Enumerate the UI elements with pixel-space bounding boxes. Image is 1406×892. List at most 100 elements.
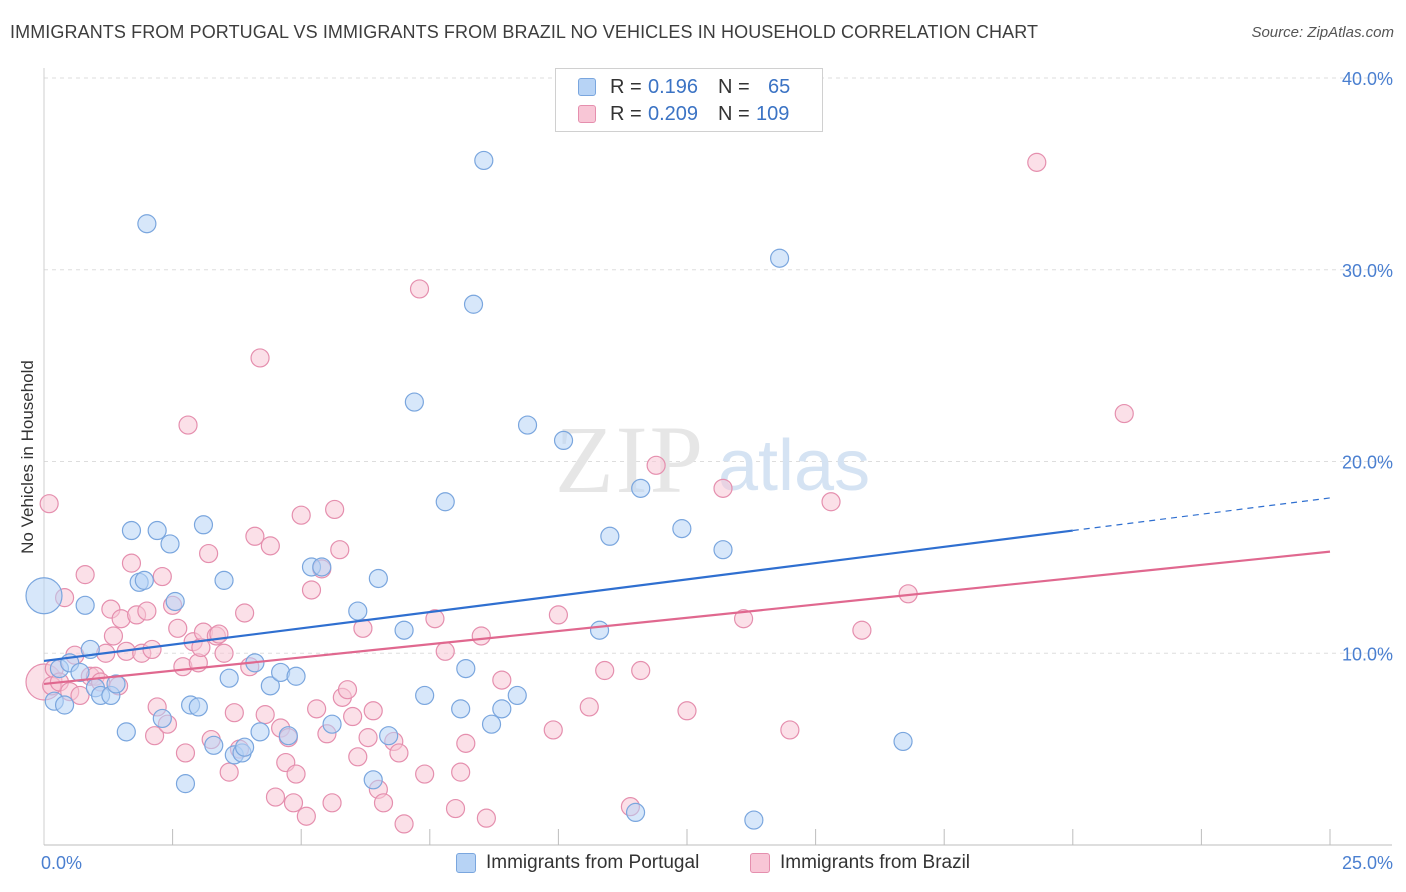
brazil-point: [548, 605, 569, 625]
portugal-point: [481, 714, 502, 734]
brazil-point: [394, 814, 414, 834]
portugal-point: [75, 595, 95, 615]
portugal-point: [214, 570, 234, 590]
portugal-point: [474, 150, 494, 171]
brazil-point: [435, 641, 455, 661]
brazil-point: [322, 793, 342, 813]
portugal-point: [404, 392, 424, 412]
portugal-n-value: 65: [768, 75, 791, 98]
portugal-point: [672, 519, 692, 539]
portugal-r-value: 0.196: [648, 75, 699, 98]
portugal-point: [744, 810, 764, 830]
portugal-point: [250, 722, 270, 742]
portugal-point: [116, 722, 136, 742]
portugal-point: [553, 430, 574, 451]
brazil-point: [178, 415, 198, 435]
portugal-point: [286, 666, 306, 686]
brazil-point: [409, 279, 430, 299]
portugal-point: [492, 699, 512, 719]
portugal-point: [456, 658, 476, 679]
brazil-point: [713, 478, 733, 498]
axis-layer: [43, 68, 1392, 846]
portugal-point: [415, 685, 435, 706]
portugal-point: [121, 520, 142, 541]
brazil-point: [250, 348, 270, 368]
portugal-point: [54, 695, 75, 715]
brazil-point: [168, 618, 188, 638]
portugal-point: [147, 520, 167, 541]
portugal-point: [278, 726, 298, 746]
brazil-point: [307, 699, 327, 719]
brazil-point: [137, 601, 157, 621]
brazil-point: [224, 703, 244, 723]
brazil-r-value: 0.209: [648, 102, 699, 125]
legend-row-brazil: R = 0.209 N = 109: [578, 101, 789, 127]
y-tick-label: 10.0%: [1342, 644, 1393, 664]
portugal-point: [204, 735, 224, 755]
portugal-point: [219, 668, 239, 688]
trend-layer: [43, 497, 1331, 686]
brazil-point: [301, 580, 322, 600]
brazil-n-value: 109: [756, 102, 790, 125]
portugal-points: [25, 150, 913, 830]
portugal-legend-swatch: [456, 853, 476, 873]
portugal-point: [260, 676, 280, 696]
brazil-point: [595, 660, 615, 681]
portugal-point: [893, 731, 913, 752]
x-tick-label-max: 25.0%: [1342, 853, 1393, 873]
brazil-point: [144, 726, 165, 746]
portugal-point: [463, 294, 484, 314]
brazil-point: [821, 492, 841, 512]
portugal-n-label: N =: [718, 75, 750, 98]
brazil-point: [358, 728, 378, 748]
brazil-point: [363, 701, 383, 721]
portugal-point: [769, 248, 790, 268]
brazil-point: [348, 747, 368, 767]
portugal-point: [312, 557, 332, 577]
portugal-point: [435, 492, 455, 512]
brazil-point: [1027, 152, 1047, 172]
brazil-point: [39, 494, 59, 514]
brazil-legend-swatch: [750, 853, 770, 873]
brazil-legend-label: Immigrants from Brazil: [780, 852, 971, 873]
brazil-point: [543, 720, 563, 740]
brazil-point: [103, 626, 124, 646]
legend-row-portugal: R = 0.196 N = 65: [578, 74, 790, 100]
brazil-point: [121, 553, 142, 573]
portugal-r-label: R =: [610, 75, 642, 98]
brazil-point: [70, 685, 90, 706]
portugal-point: [625, 802, 646, 823]
brazil-point: [265, 787, 286, 807]
portugal-point: [368, 568, 388, 589]
portugal-point: [160, 534, 180, 554]
portugal-trend-line: [43, 529, 1073, 663]
watermark-atlas: atlas: [718, 426, 870, 506]
portugal-point: [507, 685, 527, 706]
tick-labels: 10.0% 20.0% 30.0% 40.0% 0.0% 25.0%: [41, 69, 1393, 873]
brazil-point: [343, 706, 363, 727]
portugal-swatch: [578, 78, 596, 96]
brazil-swatch: [578, 105, 596, 123]
brazil-point: [286, 764, 306, 784]
portugal-point: [235, 737, 255, 757]
portugal-point: [188, 697, 208, 717]
portugal-point: [175, 774, 196, 794]
brazil-point: [1114, 403, 1134, 424]
portugal-point: [451, 699, 471, 719]
brazil-point: [296, 806, 316, 826]
brazil-point: [219, 762, 239, 782]
brazil-point: [677, 701, 697, 721]
brazil-point: [389, 743, 409, 763]
portugal-point: [322, 714, 342, 734]
brazil-point: [337, 680, 358, 700]
brazil-point: [373, 793, 394, 813]
brazil-point: [283, 793, 304, 813]
y-tick-label: 30.0%: [1342, 261, 1393, 281]
brazil-point: [492, 670, 512, 690]
brazil-point: [579, 697, 599, 717]
portugal-point: [363, 770, 383, 790]
portugal-point: [517, 415, 538, 435]
brazil-point: [780, 720, 800, 740]
y-axis-title: No Vehicles in Household: [18, 360, 37, 554]
